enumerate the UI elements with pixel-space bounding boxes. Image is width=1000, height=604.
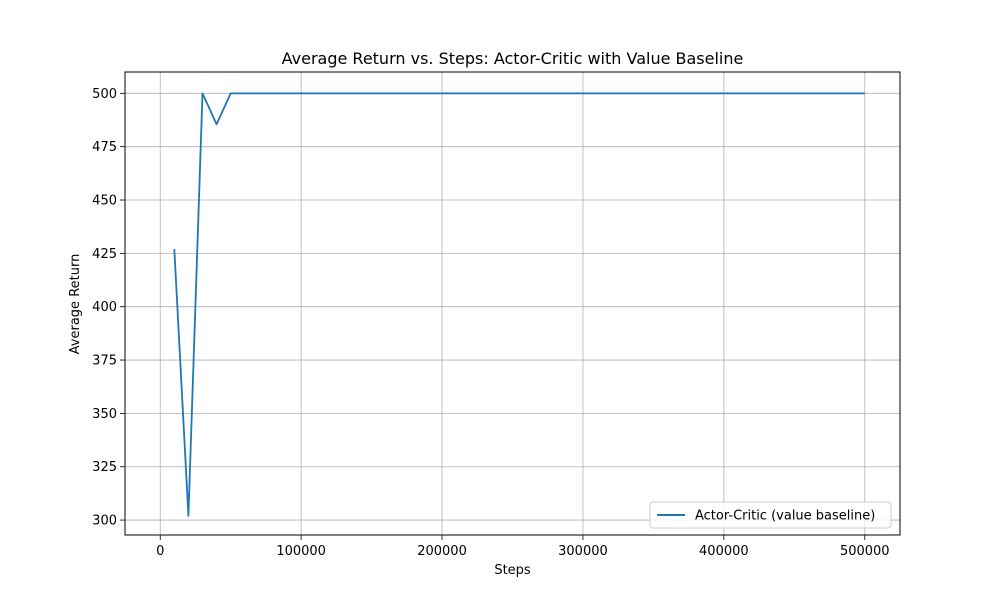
y-tick-label: 400 (92, 300, 117, 315)
y-axis-label: Average Return (68, 254, 83, 355)
x-axis-ticks: 0 100000 200000 300000 400000 500000 (156, 535, 890, 559)
y-tick-label: 350 (92, 407, 117, 422)
y-tick-label: 325 (92, 460, 117, 475)
series-line (173, 92, 865, 517)
legend-box (649, 501, 892, 529)
x-tick-label: 0 (156, 544, 164, 559)
plot-area-frame (124, 71, 901, 536)
legend: Actor-Critic (value baseline) (649, 501, 892, 529)
x-tick-label: 300000 (558, 544, 608, 559)
y-tick-label: 450 (92, 194, 117, 209)
series-layer (173, 92, 865, 517)
x-tick-label: 200000 (417, 544, 467, 559)
y-tick-label: 425 (92, 247, 117, 262)
x-tick-label: 100000 (276, 544, 326, 559)
x-tick-label: 400000 (699, 544, 749, 559)
y-tick-label: 500 (92, 87, 117, 102)
y-tick-label: 375 (92, 354, 117, 369)
x-tick-label: 500000 (840, 544, 890, 559)
y-tick-label: 300 (92, 514, 117, 529)
chart-title: Average Return vs. Steps: Actor-Critic w… (282, 49, 744, 68)
legend-label: Actor-Critic (value baseline) (695, 509, 875, 524)
y-axis-ticks: 300 325 350 375 400 425 450 475 500 (92, 87, 125, 529)
x-axis-label: Steps (494, 563, 531, 578)
y-tick-label: 475 (92, 140, 117, 155)
